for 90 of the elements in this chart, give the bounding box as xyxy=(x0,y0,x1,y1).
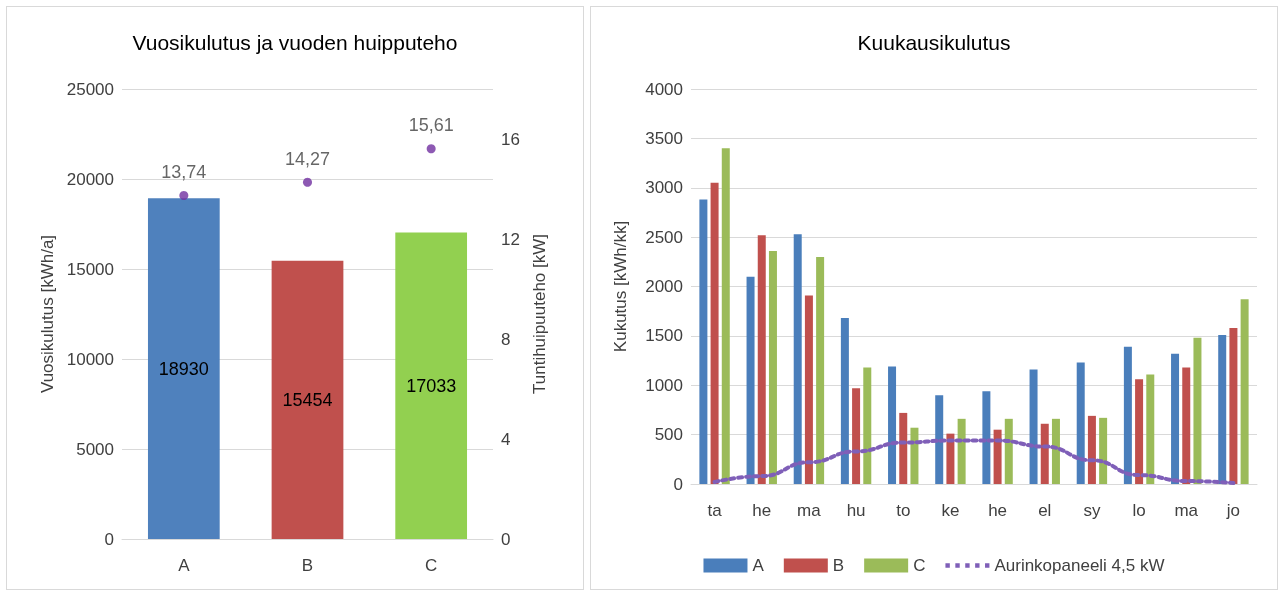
y-tick-label: 3500 xyxy=(645,128,683,148)
y-axis-title: Vuosikulutus [kWh/a] xyxy=(37,234,57,394)
y2-tick-label: 8 xyxy=(501,329,511,349)
x-tick-label: ma xyxy=(797,501,822,520)
bar xyxy=(840,318,849,484)
bar xyxy=(1218,334,1227,484)
x-tick-label: ke xyxy=(941,501,960,520)
bar xyxy=(1123,346,1132,484)
bar xyxy=(1240,299,1249,484)
y-tick-label: 5000 xyxy=(76,439,114,459)
data-label: 14,27 xyxy=(284,148,331,169)
bar xyxy=(982,391,991,484)
bar xyxy=(1135,379,1144,484)
x-tick-label: he xyxy=(988,501,1008,520)
y2-tick-label: 0 xyxy=(501,529,511,549)
y-tick-label: 10000 xyxy=(66,349,114,369)
bar xyxy=(1076,362,1085,484)
bar xyxy=(147,198,220,539)
x-tick-label: sy xyxy=(1083,501,1101,520)
bar xyxy=(957,418,966,484)
line-series xyxy=(712,438,1236,486)
x-tick-label: el xyxy=(1038,501,1052,520)
bar xyxy=(935,395,944,484)
bar xyxy=(1040,423,1049,484)
bar xyxy=(1171,353,1180,484)
bar xyxy=(699,199,708,484)
point xyxy=(179,191,189,200)
y-tick-label: 1500 xyxy=(645,326,683,346)
x-tick-label: hu xyxy=(846,501,866,520)
bar xyxy=(1087,415,1096,484)
data-label: 15,61 xyxy=(408,115,454,136)
x-tick-label: ma xyxy=(1174,501,1199,520)
point xyxy=(426,144,436,154)
y-axis-title: Kukutus [kWh/kk] xyxy=(611,220,630,353)
bar xyxy=(1146,374,1155,484)
bar xyxy=(910,427,919,484)
bar xyxy=(1051,418,1060,484)
point xyxy=(303,177,312,187)
x-tick-label: lo xyxy=(1132,501,1146,520)
bar xyxy=(1029,369,1038,484)
y-tick-label: 20000 xyxy=(66,169,114,189)
bar xyxy=(946,433,955,484)
data-label: 15454 xyxy=(282,389,333,410)
bar xyxy=(1099,417,1108,484)
y-tick-label: 25000 xyxy=(66,79,114,99)
x-tick-label: to xyxy=(896,501,911,520)
bar xyxy=(1182,367,1191,484)
y-tick-label: 2000 xyxy=(645,277,683,296)
y-tick-label: 2500 xyxy=(645,227,683,247)
x-tick-label: he xyxy=(752,501,772,520)
y-tick-label: 500 xyxy=(654,425,683,445)
bar xyxy=(852,388,861,484)
x-tick-label: B xyxy=(301,556,314,575)
x-tick-label: C xyxy=(425,556,438,575)
bar xyxy=(1004,418,1013,484)
bar xyxy=(710,182,719,484)
y-tick-label: 1000 xyxy=(645,375,683,395)
data-label: 17033 xyxy=(406,375,457,396)
y-tick-label: 0 xyxy=(104,529,114,549)
chart-title: Vuosikulutus ja vuoden huipputeho xyxy=(132,31,458,54)
y2-tick-label: 4 xyxy=(501,429,511,449)
bar xyxy=(768,250,777,484)
x-tick-label: A xyxy=(178,556,191,575)
data-label: 18930 xyxy=(158,358,209,379)
y2-axis-title: Tuntihuipuuteho [kW] xyxy=(529,233,549,395)
bar xyxy=(721,148,730,484)
y-tick-label: 4000 xyxy=(645,79,683,99)
y-tick-label: 15000 xyxy=(66,259,114,279)
y2-tick-label: 16 xyxy=(501,129,520,149)
bar xyxy=(746,276,755,484)
bar xyxy=(1193,337,1202,484)
x-tick-label: jo xyxy=(1225,501,1241,520)
bar xyxy=(899,412,908,484)
y2-tick-label: 12 xyxy=(501,229,520,249)
bar xyxy=(804,295,813,484)
bar xyxy=(793,234,802,484)
chart-title: Kuukausikulutus xyxy=(857,31,1011,54)
x-tick-label: ta xyxy=(707,501,723,520)
bar xyxy=(271,260,344,539)
bar xyxy=(395,232,468,539)
bar xyxy=(757,235,766,484)
bar xyxy=(816,256,825,484)
legend-label: Aurinkopaneeli 4,5 kW xyxy=(994,556,1165,575)
data-label: 13,74 xyxy=(161,162,207,182)
bar xyxy=(863,367,872,484)
bar xyxy=(1229,327,1238,484)
y-tick-label: 0 xyxy=(673,474,683,494)
bar xyxy=(888,366,897,484)
bar xyxy=(993,429,1002,484)
y-tick-label: 3000 xyxy=(645,178,683,198)
